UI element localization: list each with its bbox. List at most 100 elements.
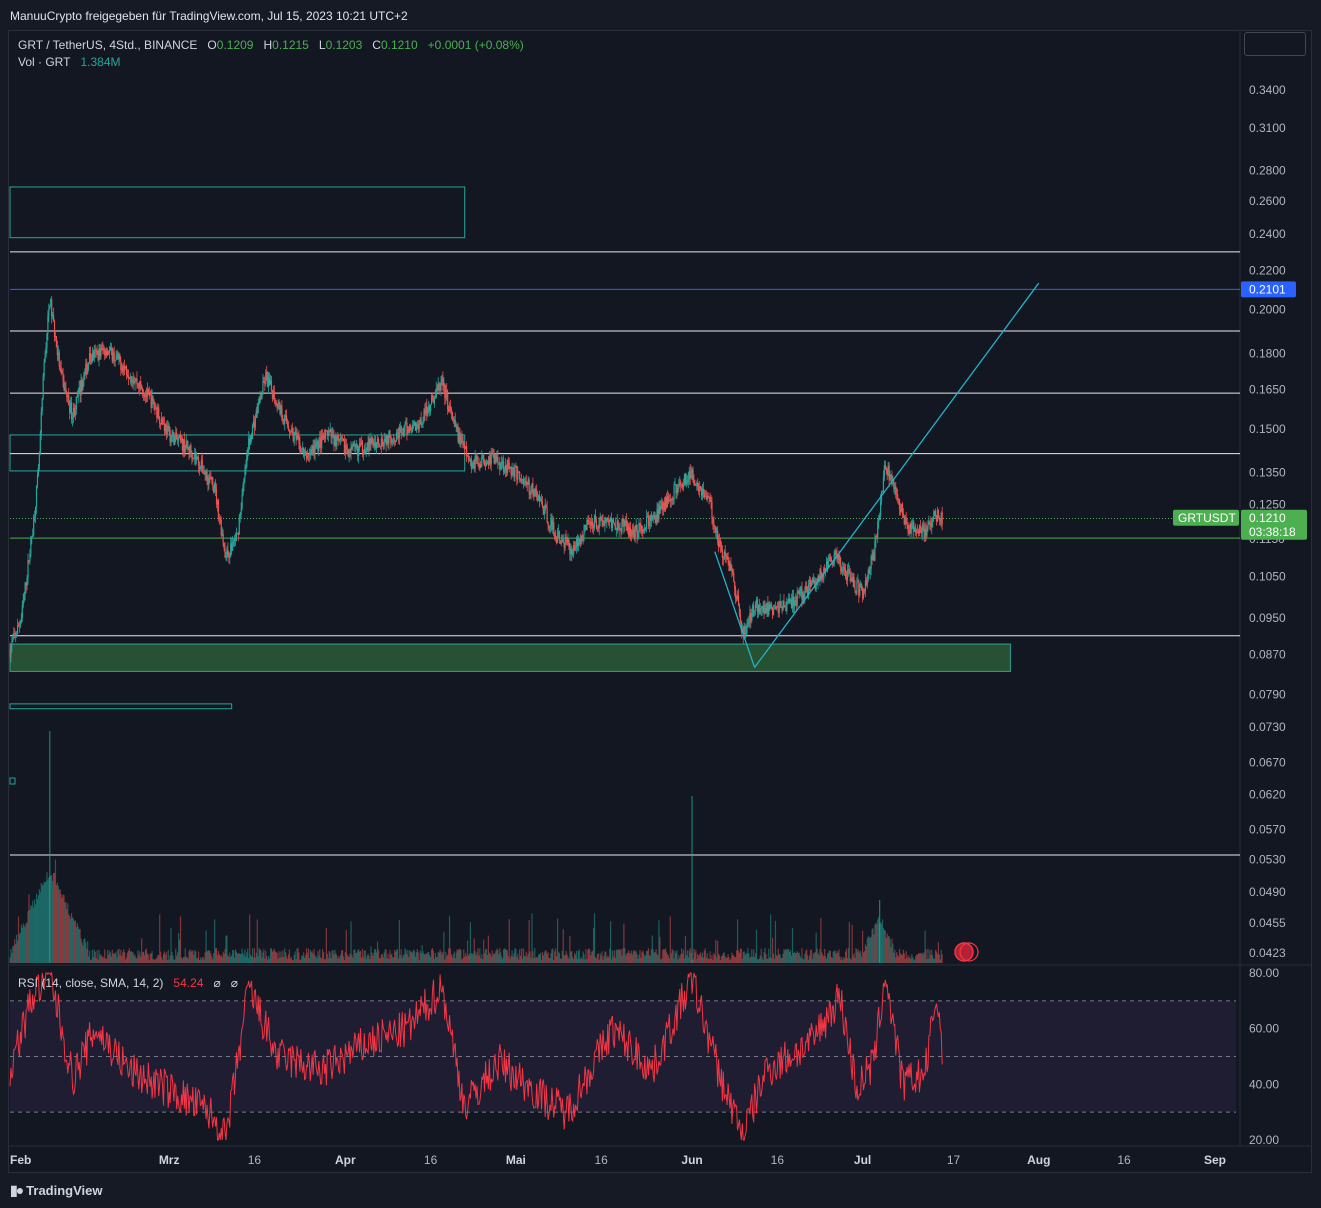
volume-bar [23, 925, 25, 963]
candle-body [661, 501, 663, 506]
candle-body [300, 450, 302, 453]
volume-bar [417, 952, 419, 963]
candle-body [350, 446, 352, 455]
candle-body [72, 408, 75, 418]
candle-body [14, 633, 16, 634]
volume-bar [270, 948, 273, 963]
candle-body [196, 457, 199, 458]
candle-body [22, 600, 24, 606]
chart-settings-box[interactable] [1244, 32, 1306, 56]
candle-body [35, 485, 38, 508]
candle-body [356, 446, 358, 449]
candle-body [793, 600, 795, 607]
candle-body [731, 569, 733, 573]
candle-body [451, 412, 454, 419]
price-tick: 0.0670 [1249, 756, 1286, 770]
volume-bar [587, 949, 589, 963]
candle-body [333, 435, 335, 446]
volume-bar [607, 955, 609, 963]
time-tick: Sep [1204, 1153, 1226, 1167]
symbol-label[interactable]: GRT / TetherUS, 4Std., BINANCE [18, 38, 198, 52]
candle-body [73, 408, 76, 416]
volume-bar [596, 954, 598, 963]
candle-body [762, 605, 764, 609]
volume-bar [253, 948, 256, 963]
volume-bar [45, 881, 47, 963]
volume-bar [376, 941, 379, 963]
volume-bar [197, 951, 200, 963]
candle-body [579, 538, 581, 544]
candle-body [234, 539, 237, 541]
volume-bar [784, 950, 786, 963]
chart-frame[interactable] [8, 30, 1312, 1173]
volume-bar [929, 949, 931, 963]
candle-body [740, 621, 742, 631]
candle-body [44, 356, 46, 363]
volume-bar [668, 958, 670, 963]
candle-body [203, 472, 205, 474]
candle-body [330, 428, 332, 438]
volume-bar [136, 958, 138, 963]
volume-bar [536, 957, 538, 963]
volume-bar [624, 948, 626, 963]
volume-bar [736, 919, 739, 963]
volume-bar [909, 956, 911, 963]
volume-bar [560, 958, 562, 963]
volume-bar [304, 957, 306, 963]
candle-body [130, 376, 132, 382]
volume-label[interactable]: Vol · GRT [18, 55, 71, 69]
candle-body [819, 569, 821, 582]
volume-bar [380, 954, 382, 963]
candle-body [628, 525, 630, 536]
candle-body [788, 598, 790, 603]
candle-body [707, 495, 709, 498]
change-value: +0.0001 (+0.08%) [427, 38, 524, 52]
volume-bar [135, 957, 137, 963]
candle-body [140, 381, 142, 385]
candle-body [573, 545, 575, 555]
candle-body [453, 419, 455, 421]
candle-body [151, 396, 153, 409]
volume-bar [340, 950, 343, 963]
candle-body [390, 435, 392, 444]
candle-body [55, 336, 58, 348]
rsi-label[interactable]: RSI (14, close, SMA, 14, 2) [18, 976, 164, 990]
volume-bar [216, 955, 219, 963]
volume-bar [60, 894, 62, 963]
candle-body [69, 405, 71, 413]
volume-bar [362, 956, 364, 963]
price-tick: 0.1500 [1249, 422, 1286, 436]
volume-bar [705, 957, 707, 963]
volume-bar [549, 958, 551, 963]
volume-bar [672, 950, 674, 963]
candle-body [721, 550, 723, 558]
volume-bar [572, 956, 574, 963]
candle-body [182, 438, 184, 451]
candle-body [199, 466, 202, 470]
volume-bar [404, 948, 406, 963]
candle-body [370, 438, 372, 446]
volume-bar [842, 959, 844, 963]
candle-body [39, 433, 41, 454]
volume-bar [724, 956, 726, 963]
tradingview-logo[interactable]: ▮● TradingView [10, 1182, 103, 1199]
candle-body [214, 483, 217, 489]
candle-body [596, 527, 598, 529]
candle-body [86, 364, 88, 374]
candle-body [663, 502, 665, 511]
candle-body [34, 516, 36, 517]
volume-bar [545, 950, 547, 963]
volume-bar [231, 955, 233, 963]
candle-body [810, 582, 813, 587]
volume-bar [141, 938, 143, 963]
volume-bar [522, 948, 525, 963]
candle-body [342, 438, 345, 441]
volume-bar [203, 959, 205, 963]
volume-bar [456, 949, 458, 963]
volume-bar [346, 954, 348, 963]
candle-body [529, 492, 531, 495]
volume-bar [829, 950, 831, 963]
volume-bar [333, 954, 335, 963]
candle-body [246, 453, 248, 467]
